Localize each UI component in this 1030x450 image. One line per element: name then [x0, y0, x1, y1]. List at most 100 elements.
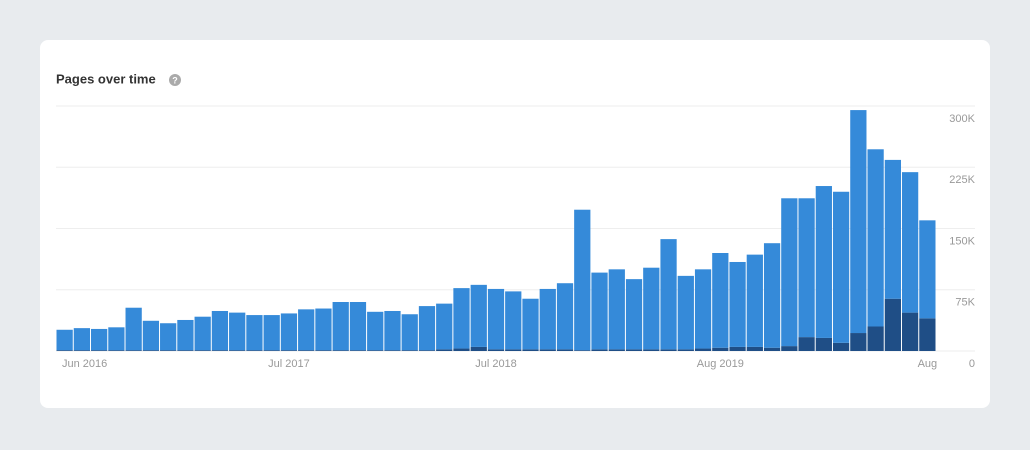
y-tick-label: 225K: [949, 174, 975, 186]
help-icon[interactable]: [169, 74, 181, 86]
bar: [867, 326, 884, 351]
bar: [539, 288, 556, 350]
bar: [505, 349, 522, 351]
bar: [229, 312, 246, 351]
bar: [263, 315, 280, 351]
bar: [591, 349, 608, 351]
bar: [643, 349, 660, 351]
y-tick-label: 300K: [949, 113, 975, 125]
bar: [487, 349, 505, 351]
bar: [625, 349, 643, 351]
bar: [177, 319, 194, 351]
bar: [919, 318, 936, 351]
bar: [867, 149, 884, 327]
bar: [332, 350, 349, 351]
bar: [729, 261, 746, 347]
bar: [280, 313, 298, 351]
bar: [522, 298, 539, 350]
bar: [694, 348, 712, 351]
bar: [436, 349, 453, 351]
bar: [470, 284, 487, 347]
bar: [660, 239, 677, 350]
bar: [763, 243, 781, 348]
bar: [798, 337, 815, 351]
bar: [332, 302, 349, 351]
bar: [850, 333, 867, 351]
y-tick-label: 75K: [955, 297, 975, 309]
help-icon-text[interactable]: ?: [172, 75, 178, 85]
bar: [160, 350, 177, 351]
bar: [901, 172, 919, 313]
bar: [125, 350, 142, 351]
bar: [56, 329, 73, 351]
bar: [781, 346, 798, 351]
bar: [712, 253, 729, 348]
bar: [798, 198, 815, 338]
bar: [246, 350, 263, 351]
bar: [522, 349, 539, 351]
bar: [349, 350, 367, 351]
bar: [539, 349, 556, 351]
bar: [832, 342, 850, 351]
chart-title: Pages over time: [56, 71, 156, 86]
x-tick-label: Aug 2019: [697, 358, 744, 370]
bar: [556, 283, 574, 350]
bar: [56, 350, 73, 351]
bar: [453, 348, 470, 351]
bar: [815, 186, 832, 338]
bar: [401, 350, 418, 351]
bar: [91, 350, 108, 351]
y-tick-label: 150K: [949, 235, 975, 247]
x-tick-label: Jun 2016: [62, 358, 107, 370]
bar: [884, 159, 901, 299]
bar: [625, 279, 643, 350]
bar: [263, 350, 280, 351]
bar: [677, 275, 694, 350]
x-tick-label: Aug: [918, 358, 938, 370]
bar: [608, 349, 625, 351]
bar: [125, 307, 142, 351]
bar: [919, 220, 936, 319]
bar: [108, 327, 125, 351]
bar: [574, 350, 591, 351]
bar: [746, 254, 763, 347]
bar: [694, 269, 712, 349]
bar: [211, 310, 229, 351]
bar: [280, 350, 298, 351]
x-tick-label: Jul 2017: [268, 358, 310, 370]
bar: [901, 312, 919, 351]
bar: [73, 328, 91, 351]
bar: [470, 346, 487, 351]
bar: [660, 349, 677, 351]
bar: [746, 346, 763, 351]
bar: [211, 350, 229, 351]
bar: [505, 291, 522, 350]
bar: [177, 350, 194, 351]
bar: [315, 350, 332, 351]
bar: [367, 350, 384, 351]
bar: [91, 328, 108, 351]
bar: [401, 314, 418, 351]
bar: [591, 272, 608, 350]
bar: [384, 310, 401, 351]
bar: [384, 350, 401, 351]
bar: [884, 298, 901, 351]
bar: [643, 267, 660, 350]
bar: [194, 316, 211, 351]
bar: [487, 288, 505, 350]
bar: [142, 320, 160, 351]
bar: [108, 350, 125, 351]
bar: [367, 311, 384, 351]
bar: [436, 303, 453, 350]
bar: [712, 347, 729, 351]
bar: [418, 350, 436, 351]
bar: [349, 302, 367, 351]
bar: [418, 306, 436, 351]
bar: [160, 323, 177, 351]
bar: [73, 350, 91, 351]
bar: [763, 347, 781, 351]
bar: [298, 309, 315, 351]
bar: [832, 191, 850, 343]
